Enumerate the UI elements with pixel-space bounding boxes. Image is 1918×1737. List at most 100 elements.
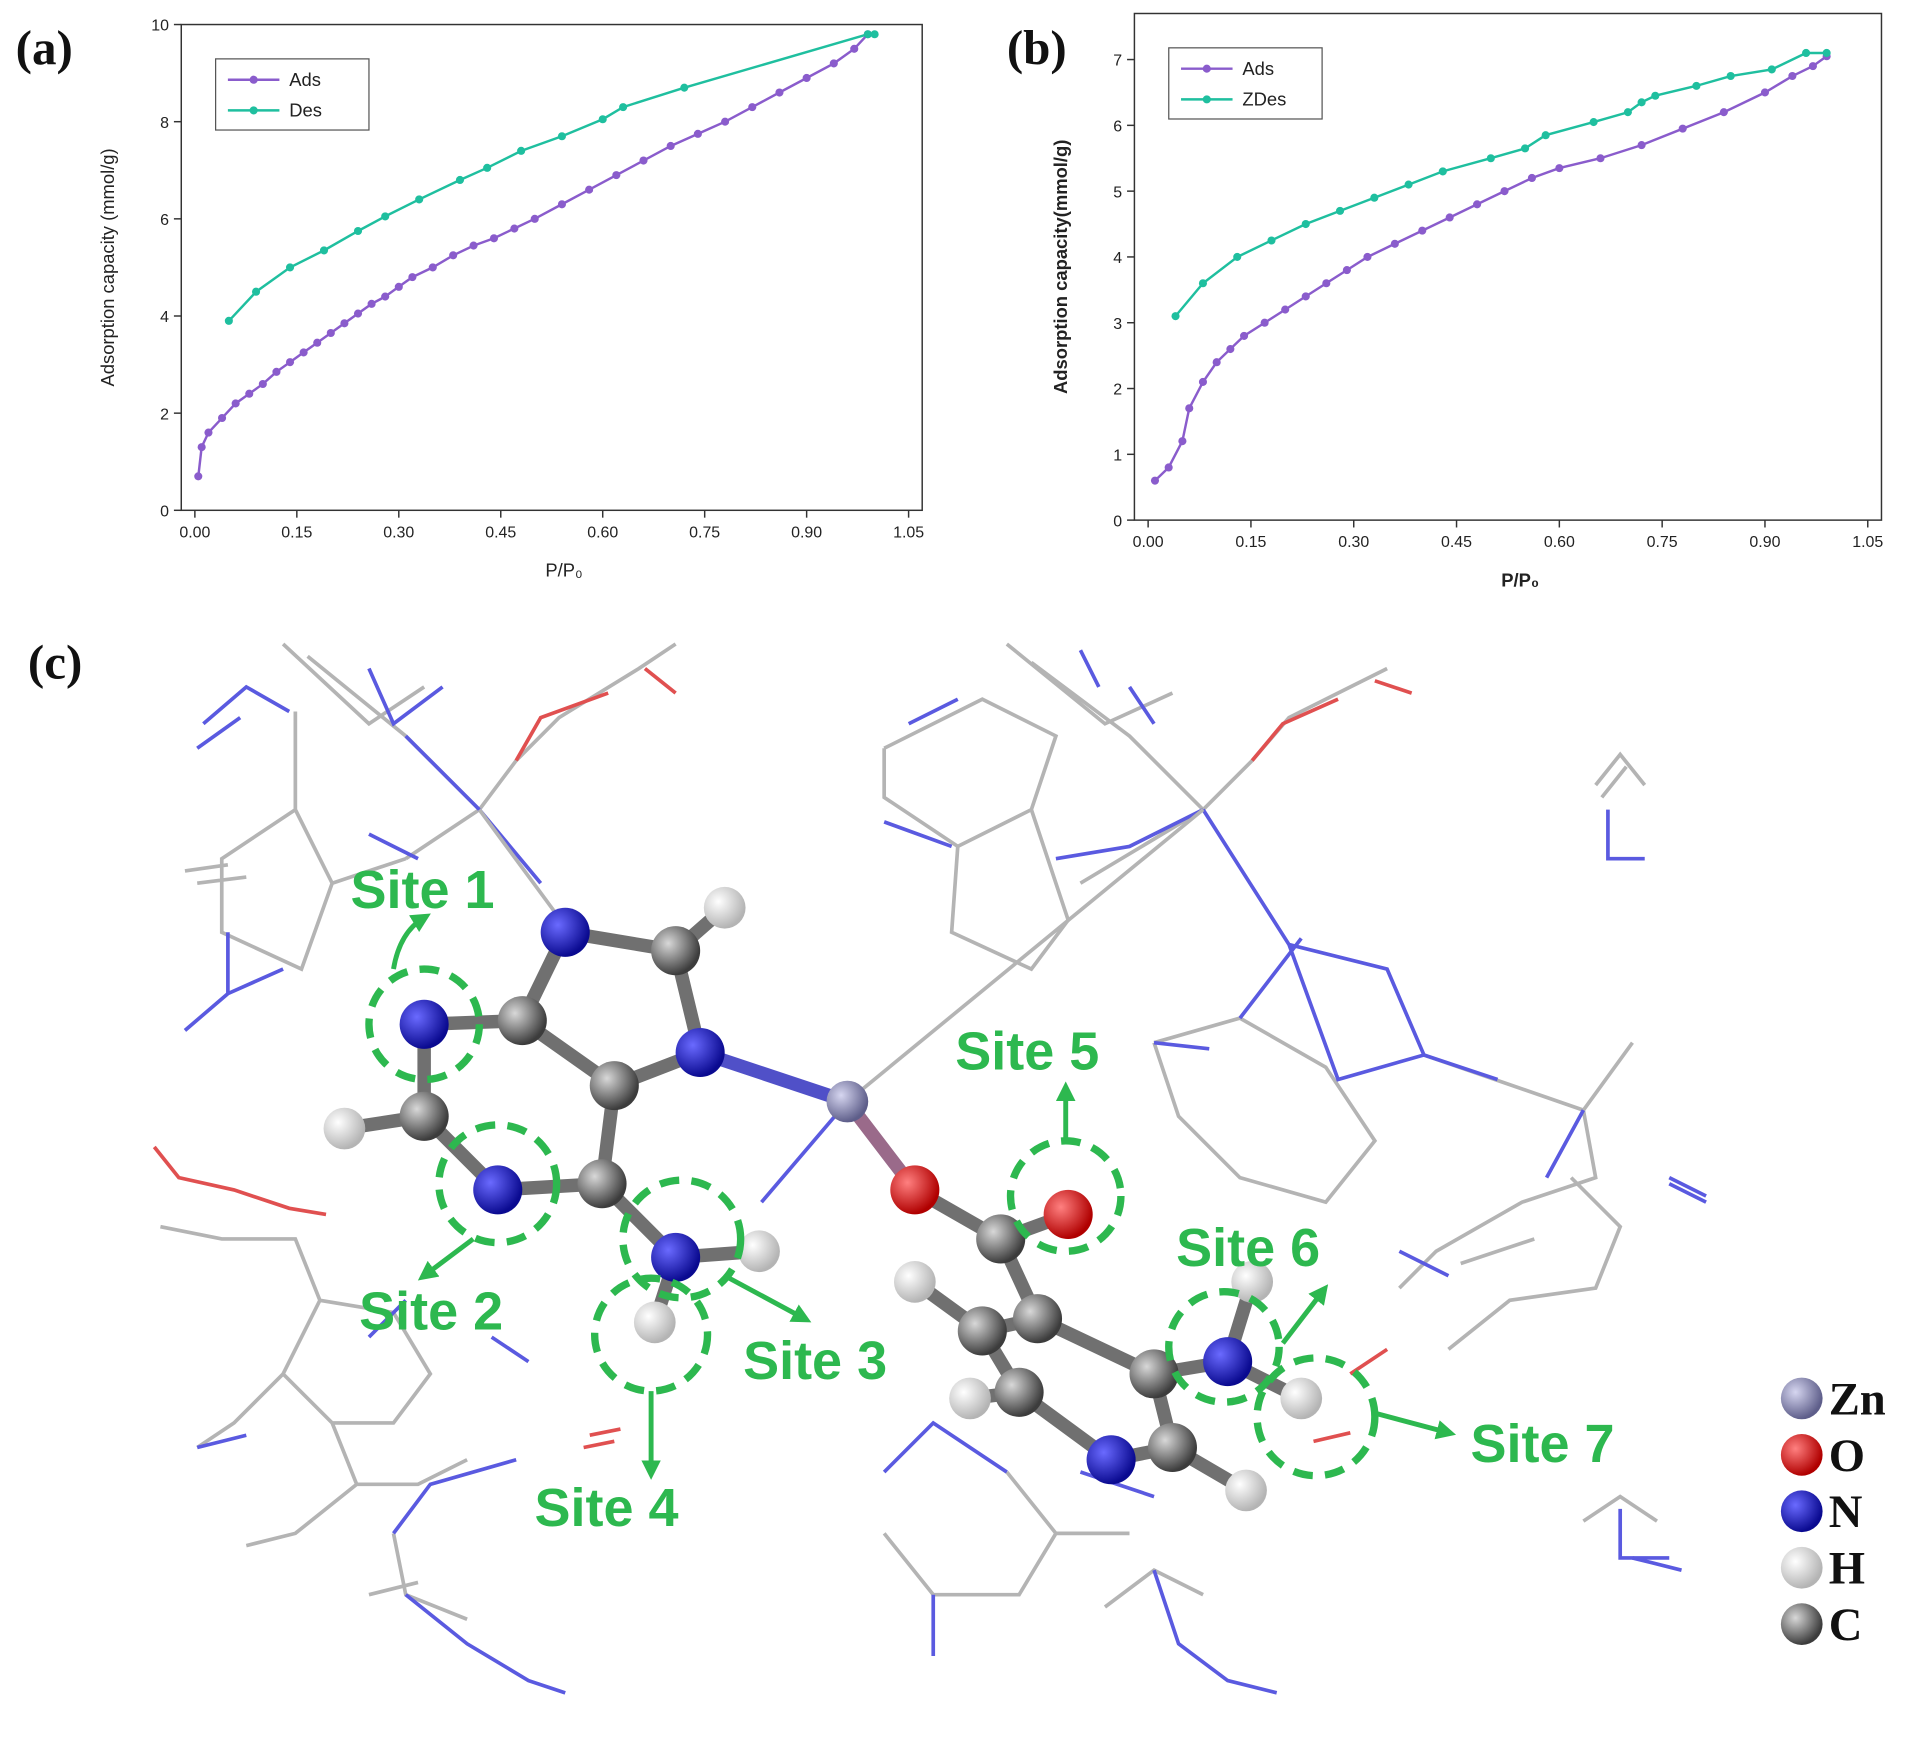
data-point [721, 117, 730, 126]
plot-frame [180, 23, 923, 512]
y-axis-label: Adsorption capacity(mmol/g) [1050, 140, 1071, 394]
data-point [639, 156, 648, 165]
x-tick-label: 0.45 [1441, 534, 1472, 551]
legend-label: Zn [1829, 1373, 1886, 1425]
y-tick-label: 3 [1113, 316, 1122, 333]
data-point [1788, 71, 1797, 81]
data-point [299, 348, 308, 357]
data-point [204, 428, 213, 437]
data-point [353, 309, 363, 318]
data-point [1226, 345, 1235, 354]
data-point [598, 115, 607, 124]
y-tick-label: 6 [1113, 118, 1122, 135]
legend-swatch [249, 75, 258, 84]
y-tick-label: 4 [160, 309, 169, 326]
data-point [850, 44, 859, 53]
site-label: Site 7 [1471, 1414, 1615, 1474]
y-tick-label: 5 [1113, 184, 1122, 201]
site-label: Site 3 [743, 1331, 887, 1391]
data-point [1198, 377, 1208, 386]
data-point [1370, 193, 1379, 202]
data-point [224, 316, 233, 325]
data-point [1404, 180, 1413, 189]
legend-swatch [1780, 1603, 1823, 1645]
x-tick-label: 1.05 [893, 524, 924, 541]
site-label: Site 4 [535, 1478, 679, 1538]
plot-frame [1133, 12, 1883, 521]
site-label: Site 6 [1176, 1218, 1320, 1278]
data-point [1240, 331, 1249, 340]
y-tick-label: 8 [160, 115, 169, 132]
data-point [619, 103, 628, 112]
data-point [829, 59, 838, 68]
framework [152, 642, 1707, 1695]
data-point [469, 241, 478, 250]
panel-label: (b) [1007, 20, 1067, 75]
series-line [227, 32, 875, 322]
data-point [258, 379, 267, 389]
x-tick-label: 0.45 [485, 524, 516, 541]
data-point [1521, 144, 1530, 153]
data-point [272, 367, 281, 376]
data-point [612, 171, 621, 180]
data-point [1445, 213, 1454, 222]
site-label: Site 5 [955, 1022, 1099, 1082]
data-point [1363, 252, 1372, 261]
y-tick-label: 4 [1113, 250, 1122, 267]
data-point [1301, 219, 1310, 229]
legend-label: Des [289, 100, 322, 121]
y-tick-label: 10 [151, 18, 169, 35]
data-point [489, 234, 499, 243]
data-point [1171, 312, 1180, 321]
data-point [680, 83, 689, 92]
x-tick-label: 1.05 [1852, 534, 1883, 551]
legend-swatch [1780, 1490, 1823, 1533]
data-point [1185, 404, 1194, 413]
data-point [231, 399, 240, 408]
data-point [1500, 187, 1509, 196]
data-point [381, 212, 390, 221]
data-point [693, 129, 702, 138]
data-point [1651, 91, 1660, 100]
data-point [1178, 437, 1187, 446]
data-point [1342, 266, 1351, 275]
y-axis-label: Adsorption capacity (mmol/g) [97, 148, 118, 386]
data-point [585, 185, 594, 194]
x-tick-label: 0.15 [1235, 534, 1266, 551]
data-point [194, 472, 203, 481]
data-point [557, 200, 566, 209]
data-point [251, 287, 261, 296]
y-tick-label: 0 [1113, 513, 1122, 530]
data-point [748, 103, 757, 112]
data-point [367, 299, 376, 308]
data-point [353, 226, 363, 236]
legend-swatch [1780, 1434, 1823, 1476]
data-point [1760, 88, 1770, 97]
data-point [1267, 236, 1276, 245]
legend-label: H [1829, 1543, 1865, 1595]
data-point [517, 146, 526, 155]
data-point [428, 263, 437, 272]
data-point [557, 132, 566, 141]
x-tick-label: 0.60 [1544, 534, 1575, 551]
legend-swatch [1202, 95, 1211, 104]
data-point [340, 319, 349, 328]
data-point [326, 328, 335, 338]
data-point [1322, 279, 1331, 288]
x-tick-label: 0.15 [281, 524, 312, 541]
data-point [1390, 239, 1399, 248]
legend-label: C [1829, 1599, 1863, 1651]
molecule [323, 886, 1323, 1512]
charts: (a) 0.00 0.15 0.30 0.45 0.60 0.75 0.90 1.05 0 2 4 6 8… [16, 12, 1883, 590]
series-line [1154, 55, 1828, 482]
y-tick-label: 1 [1113, 447, 1122, 464]
data-point [1486, 154, 1495, 163]
legend-label: N [1829, 1486, 1863, 1538]
data-point [1726, 71, 1735, 81]
data-point [1301, 292, 1310, 301]
data-point [863, 30, 872, 39]
data-point [285, 263, 295, 272]
site-label: Site 2 [359, 1282, 503, 1342]
data-point [218, 413, 227, 423]
